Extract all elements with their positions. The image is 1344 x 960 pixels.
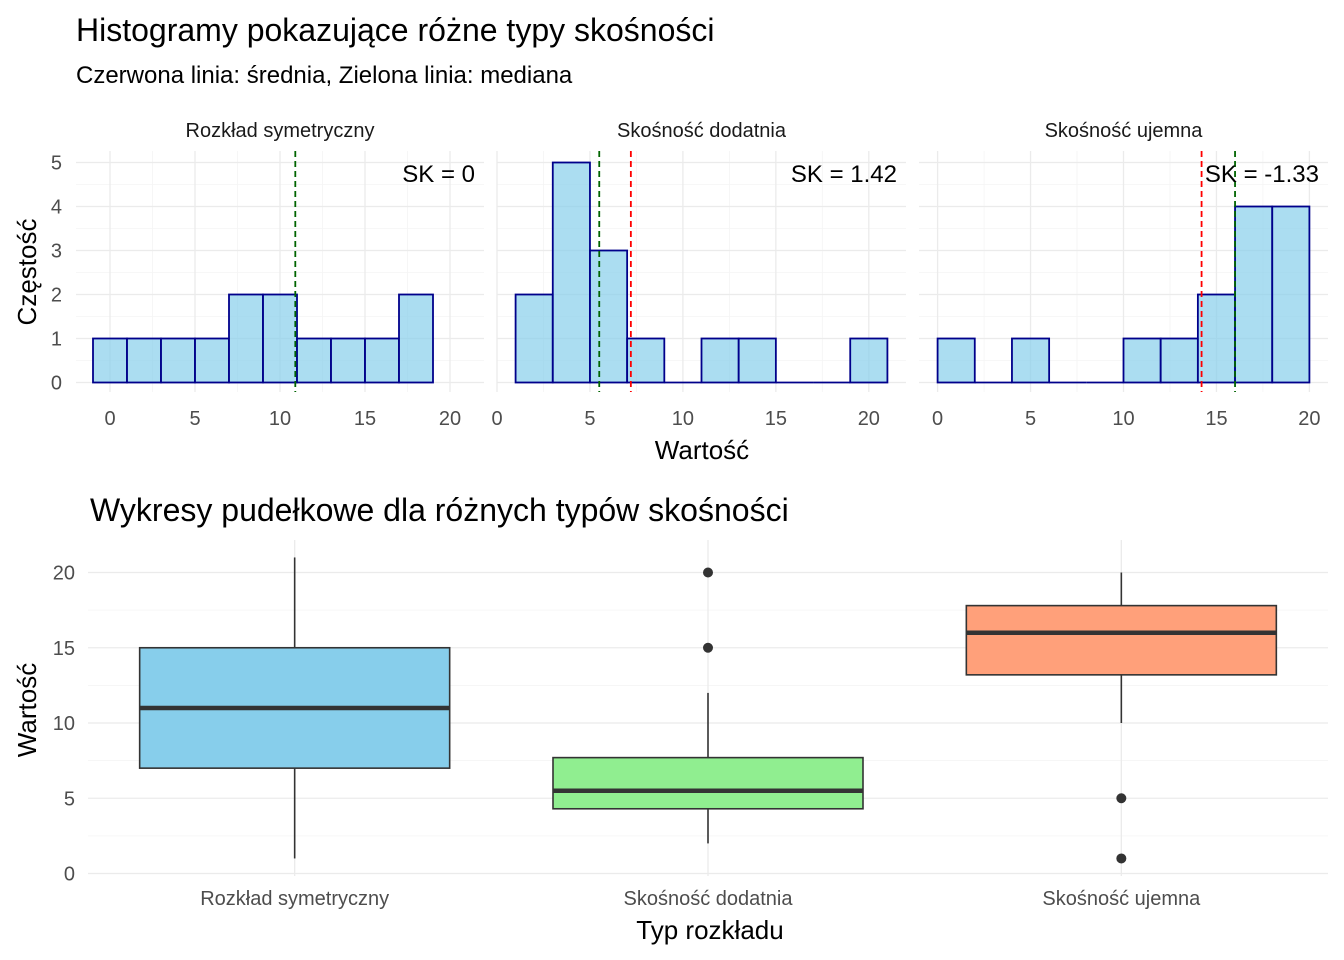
histogram-bar (1271, 205, 1311, 384)
histogram-bar (1122, 337, 1162, 384)
x-tick-label: 0 (104, 408, 115, 430)
x-tick-label: 0 (491, 408, 502, 430)
x-tick-label: 15 (354, 408, 376, 430)
box-iqr (965, 604, 1278, 676)
outlier-point (1116, 853, 1127, 864)
histogram-bar (126, 337, 162, 384)
y-tick-label: 4 (51, 197, 62, 219)
box-iqr (552, 756, 864, 810)
y-tick-label: 10 (53, 713, 75, 735)
x-tick-label: 5 (584, 408, 595, 430)
y-tick-label: 1 (51, 329, 62, 351)
sk-annotation: SK = 0 (402, 161, 475, 188)
outlier-point (1116, 793, 1127, 804)
histogram-bar (1011, 337, 1051, 384)
x-tick-label: 15 (1205, 408, 1227, 430)
boxplot-x-axis-title: Typ rozkładu (636, 915, 783, 945)
boxplot-title: Wykresy pudełkowe dla różnych typów skoś… (90, 492, 789, 528)
boxplot-3: Skośność ujemna (965, 572, 1278, 910)
x-tick-label: 10 (269, 408, 291, 430)
chart-subtitle: Czerwona linia: średnia, Zielona linia: … (76, 62, 573, 89)
x-tick-label: 0 (932, 408, 943, 430)
x-tick-label: Rozkład symetryczny (200, 888, 389, 910)
histogram-bar (514, 293, 554, 384)
histogram-bar (398, 293, 434, 384)
x-tick-label: 20 (858, 408, 880, 430)
histogram-bar (936, 337, 976, 384)
x-tick-label: 20 (439, 408, 461, 430)
histogram-bar (228, 293, 264, 384)
chart-title: Histogramy pokazujące różne typy skośnoś… (76, 12, 715, 48)
histogram-bar (551, 161, 591, 384)
outlier-point (703, 642, 713, 653)
boxplot-y-axis-title: Wartość (12, 663, 42, 757)
y-tick-label: 15 (53, 638, 75, 660)
y-tick-label: 5 (51, 153, 62, 175)
boxplot-1: Rozkład symetryczny (138, 557, 451, 910)
histogram-bar (589, 249, 629, 384)
boxplot-2: Skośność dodatnia (552, 567, 864, 910)
sk-annotation: SK = -1.33 (1205, 161, 1319, 188)
y-tick-label: 0 (51, 373, 62, 395)
histogram-panel-1: SK = 0 Rozkład symetryczny 0 5 10 15 20 (76, 120, 484, 430)
x-tick-label: 15 (765, 408, 787, 430)
y-tick-label: 5 (64, 788, 75, 810)
histogram-bar (1196, 293, 1236, 384)
outlier-point (703, 567, 713, 578)
x-tick-label: 10 (1112, 408, 1134, 430)
histogram-bar (849, 337, 889, 384)
y-tick-label: 2 (51, 285, 62, 307)
histogram-bar (296, 337, 332, 384)
histogram-bar (330, 337, 366, 384)
x-tick-label: Skośność ujemna (1042, 888, 1201, 910)
y-tick-label: 3 (51, 241, 62, 263)
histogram-bar (1159, 337, 1199, 384)
facet-label: Rozkład symetryczny (186, 120, 375, 142)
histogram-bar (737, 337, 777, 384)
histogram-bar (1234, 205, 1274, 384)
histogram-bar (262, 293, 298, 384)
histogram-bar (194, 337, 230, 384)
boxplot-panel: Rozkład symetryczny Skośność dodatnia Skoś… (53, 540, 1328, 910)
x-tick-label: 5 (1025, 408, 1036, 430)
histogram-bar (160, 337, 196, 384)
histogram-bar (626, 337, 666, 384)
x-tick-label: Skośność dodatnia (623, 888, 793, 910)
y-tick-label: 20 (53, 563, 75, 585)
x-tick-label: 5 (189, 408, 200, 430)
sk-annotation: SK = 1.42 (791, 161, 897, 188)
y-tick-label: 0 (64, 864, 75, 886)
facet-label: Skośność ujemna (1045, 120, 1204, 142)
histogram-bar (364, 337, 400, 384)
histogram-x-axis-title: Wartość (655, 435, 749, 465)
x-tick-label: 10 (672, 408, 694, 430)
histogram-bar (92, 337, 128, 384)
histogram-y-axis-title: Częstość (12, 219, 42, 326)
facet-label: Skośność dodatnia (617, 120, 787, 142)
histogram-bar (700, 337, 740, 384)
x-tick-label: 20 (1298, 408, 1320, 430)
